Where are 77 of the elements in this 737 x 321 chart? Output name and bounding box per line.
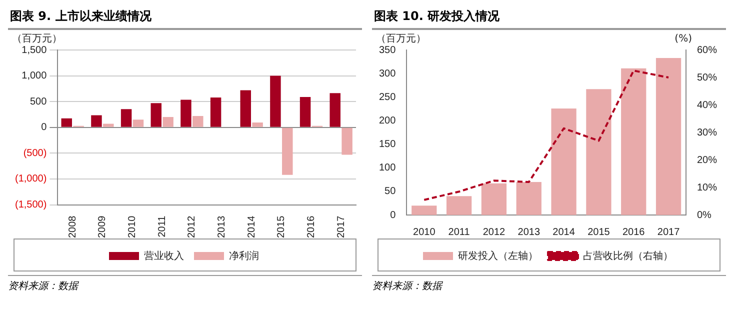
y2-tick-label: 60%	[696, 44, 718, 56]
x-tick-label: 2011	[448, 226, 470, 238]
bar	[150, 103, 162, 127]
x-tick-label: 2014	[552, 226, 576, 238]
chart-title: 图表 9. 上市以来业绩情况	[8, 6, 362, 30]
bar	[551, 108, 576, 215]
bar	[210, 97, 222, 127]
y-tick-label: 0	[390, 210, 396, 221]
x-tick-label: 2013	[216, 215, 228, 238]
line-series	[423, 70, 670, 201]
x-tick-label: 2016	[306, 215, 318, 238]
bar	[446, 196, 472, 215]
x-tick-label: 2010	[413, 226, 436, 238]
y-tick-label: 100	[378, 162, 396, 174]
legend-label: 研发投入（左轴）	[458, 250, 538, 262]
bar	[192, 116, 204, 127]
bar	[412, 206, 437, 215]
bar	[282, 128, 293, 175]
x-tick-label: 2012	[186, 215, 198, 238]
x-tick-label: 2011	[156, 215, 168, 238]
x-tick-label: 2013	[518, 226, 540, 238]
bar	[656, 58, 682, 215]
legend-label: 占营收比例（右轴）	[583, 250, 673, 262]
x-tick-label: 2010	[127, 215, 138, 238]
bar	[132, 120, 144, 127]
y-tick-label: 300	[378, 68, 396, 80]
bar	[270, 76, 281, 127]
bar	[621, 68, 646, 215]
bar	[330, 93, 340, 127]
y2-tick-label: 30%	[696, 127, 718, 138]
y-tick-label: 0	[41, 122, 48, 134]
y-tick-label: 350	[378, 44, 396, 56]
bar	[586, 89, 612, 215]
y2-tick-label: 50%	[696, 72, 718, 84]
text: 资料来源：数据	[372, 275, 726, 293]
y-tick-label: 200	[378, 115, 396, 126]
y2-tick-label: 40%	[696, 100, 718, 111]
x-tick-label: 2012	[482, 226, 506, 238]
y-tick-label: 1,500	[22, 44, 48, 56]
bar	[252, 122, 263, 127]
text: 资料来源：数据	[8, 275, 362, 293]
x-tick-label: 2014	[246, 215, 258, 238]
bar	[240, 90, 251, 127]
y-tick-label: 150	[378, 139, 396, 150]
bar	[516, 182, 542, 215]
x-tick-label: 2017	[336, 215, 347, 238]
bar	[120, 109, 132, 127]
y-tick-label: (1,000)	[14, 174, 47, 185]
legend-label: 营业收入	[144, 250, 184, 262]
bar	[180, 100, 192, 127]
y-tick-label: (1,500)	[14, 200, 47, 211]
chart-title: 图表 10. 研发投入情况	[372, 6, 726, 30]
y-axis-title: （百万元）	[12, 34, 62, 45]
bar	[61, 118, 72, 127]
x-tick-label: 2016	[622, 226, 646, 238]
x-tick-label: 2009	[97, 215, 108, 238]
y2-tick-label: 20%	[696, 154, 718, 166]
y-tick-label: 1,000	[22, 70, 48, 82]
legend-label: 净利润	[229, 250, 259, 262]
bar	[481, 183, 507, 215]
x-tick-label: 2008	[67, 215, 78, 238]
y2-tick-label: 10%	[696, 182, 718, 194]
bar	[300, 96, 311, 127]
y-tick-label: 500	[30, 96, 48, 108]
y-tick-label: 50	[384, 186, 396, 198]
y-axis-title: （百万元）	[376, 34, 426, 45]
x-tick-label: 2015	[588, 226, 610, 238]
y2-tick-label: 0%	[696, 210, 712, 221]
y-tick-label: (500)	[23, 148, 47, 159]
x-tick-label: 2015	[276, 215, 288, 238]
bar	[342, 128, 352, 155]
bar	[162, 117, 174, 127]
bar	[103, 124, 114, 127]
y2-axis-title: (%)	[674, 34, 692, 45]
x-tick-label: 2017	[657, 226, 680, 238]
y-tick-label: 250	[378, 92, 396, 103]
bar	[91, 115, 102, 127]
